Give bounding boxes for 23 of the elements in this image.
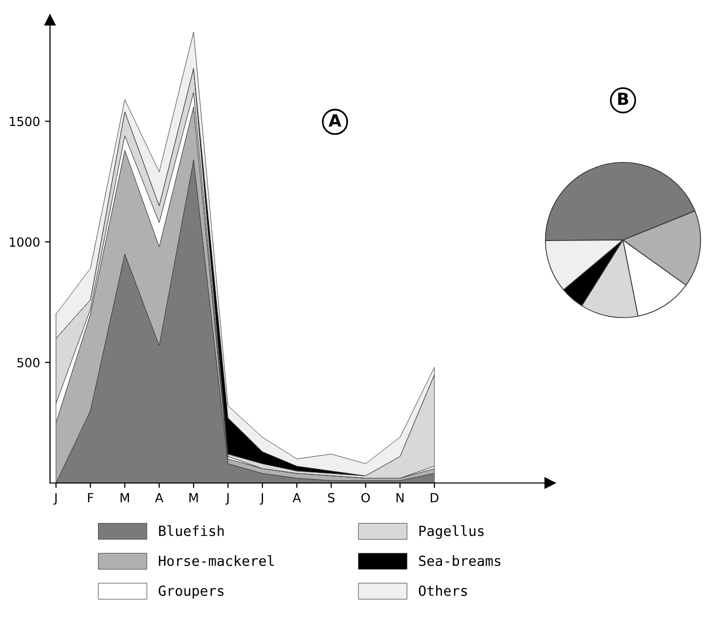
legend-label: Pagellus	[419, 525, 484, 539]
x-tick-label: F	[88, 493, 94, 502]
x-tick-label: M	[189, 493, 198, 502]
x-tick-label: A	[292, 493, 301, 502]
x-tick-label: N	[396, 493, 404, 502]
y-tick-label: 1000	[10, 237, 40, 247]
legend-label: Others	[418, 585, 467, 596]
legend-label: Groupers	[158, 585, 224, 599]
y-tick-label: 500	[17, 358, 40, 368]
x-tick-label: A	[155, 493, 164, 502]
x-tick-label: O	[361, 492, 370, 502]
text: A	[328, 114, 342, 126]
x-tick-label: J	[260, 493, 264, 505]
legend-label: Bluefish	[159, 525, 224, 536]
x-tick-label: S	[328, 492, 334, 502]
chart-title: B	[618, 92, 628, 105]
x-tick-label: J	[54, 493, 57, 505]
x-tick-label: M	[120, 493, 129, 502]
x-tick-label: J	[226, 493, 229, 505]
legend-label: Horse-mackerel	[158, 555, 274, 566]
y-tick-label: 1500	[10, 116, 40, 126]
x-tick-label: D	[430, 493, 438, 502]
legend-label: Sea-breams	[419, 555, 500, 566]
